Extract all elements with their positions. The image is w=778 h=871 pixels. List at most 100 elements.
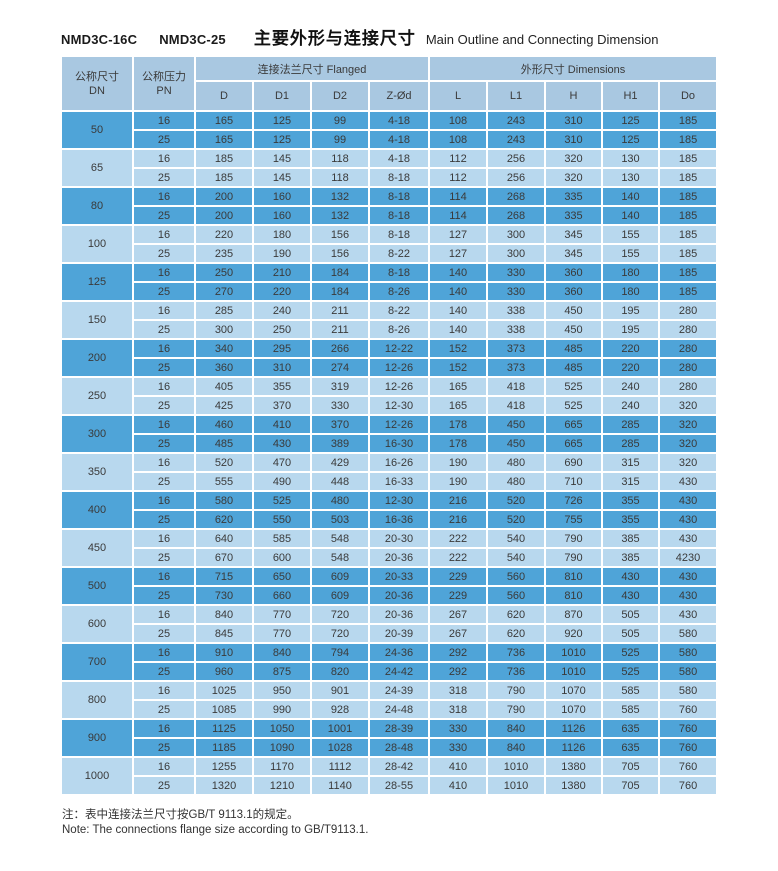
value-cell: 810	[544, 585, 603, 606]
value-cell: 520	[194, 452, 254, 473]
value-cell: 8-18	[368, 167, 430, 188]
value-cell: 319	[310, 376, 370, 397]
value-cell: 710	[544, 471, 603, 492]
value-cell: 280	[657, 338, 719, 359]
value-cell: 211	[310, 319, 370, 340]
value-cell: 216	[428, 490, 488, 511]
dn-cell: 65	[60, 148, 134, 188]
pn-cell: 16	[132, 566, 196, 587]
value-cell: 520	[486, 490, 546, 511]
table-row: 700 16 910 840 794 24-36 292 736 1010 525 580	[60, 642, 719, 682]
value-cell: 185	[194, 167, 254, 188]
value-cell: 8-18	[368, 205, 430, 226]
value-cell: 430	[657, 528, 719, 549]
value-cell: 8-26	[368, 319, 430, 340]
table-row: 25 620 550 503 16-36 216 520 755 355 430	[61, 509, 719, 530]
value-cell: 609	[310, 585, 370, 606]
value-cell: 108	[428, 129, 488, 150]
table-row: 400 16 580 525 480 12-30 216 520 726 355 430	[60, 490, 719, 530]
value-cell: 12-30	[368, 490, 430, 511]
header-flanged-group: 连接法兰尺寸 Flanged	[194, 55, 430, 82]
value-cell: 640	[194, 528, 254, 549]
value-cell: 360	[544, 281, 603, 302]
pn-cell: 16	[132, 680, 196, 701]
value-cell: 140	[601, 186, 660, 207]
value-cell: 485	[544, 338, 603, 359]
value-cell: 585	[601, 699, 660, 720]
value-cell: 156	[310, 224, 370, 245]
table-row: 1000 16 1255 1170 1112 28-42 410 1010 1380 705 760	[60, 756, 719, 796]
value-cell: 505	[601, 623, 660, 644]
value-cell: 690	[544, 452, 603, 473]
value-cell: 185	[657, 262, 719, 283]
value-cell: 540	[486, 528, 546, 549]
model-number-1: NMD3C-16C	[61, 32, 138, 47]
value-cell: 730	[194, 585, 254, 606]
value-cell: 185	[657, 148, 719, 169]
value-cell: 840	[194, 604, 254, 625]
value-cell: 560	[486, 566, 546, 587]
dn-cell: 150	[60, 300, 134, 340]
value-cell: 430	[657, 471, 719, 492]
value-cell: 550	[252, 509, 312, 530]
value-cell: 20-30	[368, 528, 430, 549]
value-cell: 840	[252, 642, 312, 663]
value-cell: 770	[252, 604, 312, 625]
value-cell: 235	[194, 243, 254, 264]
pn-cell: 16	[132, 490, 196, 511]
value-cell: 320	[544, 148, 603, 169]
pn-cell: 25	[132, 585, 196, 606]
value-cell: 385	[601, 547, 660, 568]
pn-cell: 16	[132, 300, 196, 321]
value-cell: 418	[486, 376, 546, 397]
value-cell: 292	[428, 642, 488, 663]
value-cell: 280	[657, 357, 719, 378]
value-cell: 20-36	[368, 547, 430, 568]
value-cell: 330	[428, 737, 488, 758]
value-cell: 790	[486, 680, 546, 701]
value-cell: 1126	[544, 737, 603, 758]
value-cell: 20-33	[368, 566, 430, 587]
value-cell: 185	[657, 167, 719, 188]
value-cell: 330	[486, 281, 546, 302]
pn-cell: 25	[132, 699, 196, 720]
table-row: 25 555 490 448 16-33 190 480 710 315 430	[61, 471, 719, 492]
value-cell: 790	[486, 699, 546, 720]
value-cell: 132	[310, 186, 370, 207]
value-cell: 222	[428, 528, 488, 549]
value-cell: 320	[657, 395, 719, 416]
pn-cell: 25	[132, 433, 196, 454]
value-cell: 16-30	[368, 433, 430, 454]
table-row: 800 16 1025 950 901 24-39 318 790 1070 585 580	[60, 680, 719, 720]
value-cell: 210	[252, 262, 312, 283]
value-cell: 268	[486, 186, 546, 207]
table-row: 500 16 715 650 609 20-33 229 560 810 430 430	[60, 566, 719, 606]
value-cell: 24-36	[368, 642, 430, 663]
value-cell: 256	[486, 148, 546, 169]
pn-cell: 25	[132, 357, 196, 378]
value-cell: 450	[486, 433, 546, 454]
value-cell: 156	[310, 243, 370, 264]
pn-cell: 25	[132, 471, 196, 492]
table-row: 25 425 370 330 12-30 165 418 525 240 320	[61, 395, 719, 416]
value-cell: 190	[252, 243, 312, 264]
value-cell: 99	[310, 110, 370, 131]
value-cell: 185	[657, 205, 719, 226]
value-cell: 280	[657, 376, 719, 397]
value-cell: 8-22	[368, 243, 430, 264]
value-cell: 480	[486, 452, 546, 473]
value-cell: 1090	[252, 737, 312, 758]
value-cell: 410	[252, 414, 312, 435]
value-cell: 240	[601, 376, 660, 397]
value-cell: 470	[252, 452, 312, 473]
value-cell: 216	[428, 509, 488, 530]
value-cell: 525	[601, 661, 660, 682]
table-header: 公称尺寸 DN 公称压力 PN 连接法兰尺寸 Flanged 外形尺寸 Dime…	[60, 55, 719, 112]
value-cell: 185	[657, 224, 719, 245]
value-cell: 1380	[544, 775, 603, 796]
value-cell: 140	[601, 205, 660, 226]
value-cell: 24-42	[368, 661, 430, 682]
value-cell: 165	[428, 395, 488, 416]
value-cell: 16-26	[368, 452, 430, 473]
pn-cell: 25	[132, 775, 196, 796]
